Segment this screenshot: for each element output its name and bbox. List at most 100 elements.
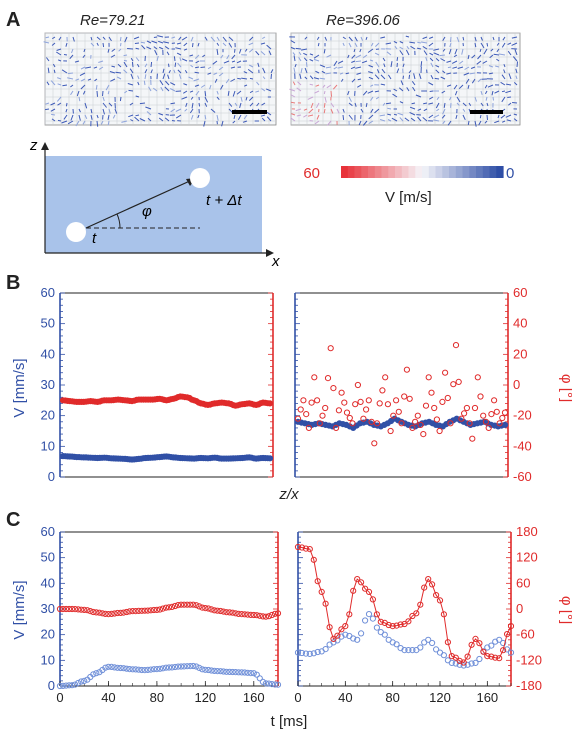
piv-vector xyxy=(480,102,484,107)
piv-vector xyxy=(216,42,220,46)
piv-vector xyxy=(266,111,272,116)
piv-vector xyxy=(494,120,500,124)
v-data-point xyxy=(108,663,115,671)
piv-vector xyxy=(382,102,386,106)
piv-vector xyxy=(175,108,182,112)
piv-vector xyxy=(304,36,308,40)
piv-vector xyxy=(158,112,164,116)
phi-data-point xyxy=(376,400,383,407)
piv-vector xyxy=(137,81,140,86)
phi-data-point xyxy=(369,596,376,603)
phi-data-point xyxy=(271,610,279,617)
piv-vector xyxy=(410,45,416,50)
v-data-point xyxy=(354,636,361,643)
piv-vector xyxy=(467,120,470,125)
piv-vector xyxy=(428,102,434,105)
piv-vector xyxy=(145,106,152,110)
piv-vector xyxy=(360,36,363,41)
piv-vector xyxy=(433,48,440,51)
phi-data-point xyxy=(135,607,142,615)
piv-vector xyxy=(450,36,452,43)
piv-vector xyxy=(322,84,326,89)
phi-data-point xyxy=(316,420,323,427)
piv-vector xyxy=(78,114,81,121)
piv-vector xyxy=(90,114,93,120)
phi-data-point xyxy=(500,647,507,654)
piv-vector xyxy=(184,108,188,112)
piv-vector xyxy=(249,102,254,107)
piv-vector xyxy=(98,66,104,70)
piv-vector xyxy=(220,84,224,90)
piv-vector xyxy=(195,90,200,96)
left-tick-label: 20 xyxy=(41,627,55,642)
phi-data-point xyxy=(488,653,495,660)
v-data-point xyxy=(111,664,118,671)
piv-vector xyxy=(194,84,200,87)
phi-data-point xyxy=(504,631,511,638)
piv-vector xyxy=(102,102,107,108)
piv-vector xyxy=(342,42,345,47)
piv-vector xyxy=(511,36,518,39)
phi-data-point xyxy=(357,398,364,405)
phi-data-point xyxy=(256,612,263,619)
piv-vector xyxy=(469,72,476,75)
piv-vector xyxy=(210,108,216,113)
piv-vector xyxy=(249,36,254,41)
v-data-point xyxy=(159,665,166,672)
piv-vector xyxy=(260,51,266,56)
piv-vector xyxy=(154,49,158,56)
piv-vector xyxy=(442,70,446,74)
piv-vector xyxy=(295,108,302,112)
piv-vector xyxy=(453,54,458,58)
piv-vector xyxy=(353,48,356,53)
piv-vector xyxy=(462,108,466,112)
v-data-point xyxy=(504,646,511,653)
colorbar-segment xyxy=(476,166,484,178)
v-data-point xyxy=(102,664,109,671)
right-tick-label: -120 xyxy=(516,652,542,667)
piv-vector xyxy=(236,90,242,95)
piv-vector xyxy=(332,84,338,90)
piv-vector xyxy=(50,102,56,106)
piv-vector xyxy=(494,90,500,94)
piv-vector xyxy=(231,60,236,63)
phi-data-point xyxy=(322,404,329,412)
piv-vector xyxy=(501,74,506,80)
piv-vector xyxy=(156,55,159,62)
piv-vector xyxy=(249,90,254,94)
phi-data-point xyxy=(303,411,310,418)
v-data-point xyxy=(401,647,408,654)
phi-data-point xyxy=(244,611,251,618)
piv-vector xyxy=(313,58,320,62)
piv-vector xyxy=(247,69,254,74)
colorbar-segment xyxy=(442,166,450,178)
piv-vector xyxy=(102,36,106,40)
piv-vector xyxy=(337,60,344,64)
phi-data-point xyxy=(96,609,103,616)
piv-vector xyxy=(290,101,296,104)
phi-data-point xyxy=(433,416,440,423)
piv-vector xyxy=(355,60,362,63)
right-tick-label: 120 xyxy=(516,550,538,565)
piv-vector xyxy=(410,117,416,122)
piv-vector xyxy=(390,61,393,68)
piv-vector xyxy=(260,42,266,45)
phi-data-point xyxy=(456,657,463,665)
piv-vector xyxy=(191,102,194,109)
phi-data-point xyxy=(507,623,515,630)
phi-data-point xyxy=(144,607,151,614)
piv-vector xyxy=(237,77,242,80)
piv-vector xyxy=(266,44,272,50)
piv-vector xyxy=(381,68,386,74)
panel-letter-a: A xyxy=(6,9,20,31)
phi-data-point xyxy=(343,409,351,416)
phi-data-point xyxy=(482,418,489,425)
phi-data-point xyxy=(235,610,242,618)
piv-vector xyxy=(330,102,335,108)
piv-vector xyxy=(102,42,105,48)
piv-vector xyxy=(488,72,494,75)
phi-data-point xyxy=(56,605,64,613)
piv-vector xyxy=(496,42,500,46)
piv-vector xyxy=(175,114,182,119)
